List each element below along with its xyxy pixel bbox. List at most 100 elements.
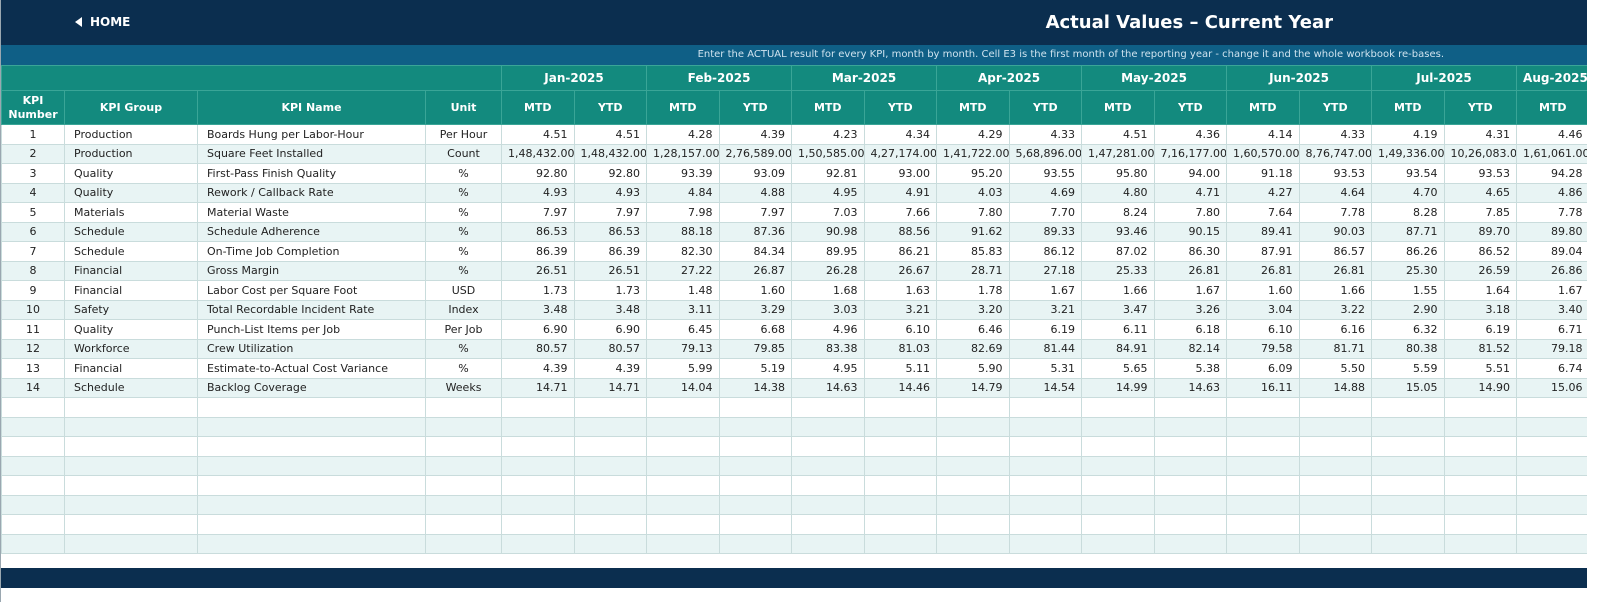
value-cell: 26.67 — [863, 260, 938, 281]
value-cell: 6.45 — [646, 319, 720, 340]
value-cell: 27.18 — [1008, 260, 1083, 281]
empty-cell — [425, 397, 502, 418]
value-cell: 4,27,174.00 — [863, 143, 938, 164]
value-cell: 14.04 — [646, 377, 720, 398]
value-cell: 14.99 — [1081, 377, 1155, 398]
data-row: 12 Workforce Crew Utilization% 80.57 80.57 79… — [1, 338, 1587, 359]
value-cell: 5.65 — [1081, 358, 1155, 379]
value-cell: 6.90 — [501, 319, 575, 340]
data-row: 4 Quality Rework / Callback Rate% 4.93 4.93 4… — [1, 182, 1587, 203]
empty-cell — [1516, 455, 1587, 476]
empty-cell — [1153, 455, 1228, 476]
sub-header: YTD — [1008, 90, 1083, 125]
value-cell: 4.88 — [718, 182, 793, 203]
value-cell: 4.84 — [646, 182, 720, 203]
value-cell: 4.65 — [1443, 182, 1518, 203]
value-cell: 1.63 — [863, 280, 938, 301]
value-cell: 79.18 — [1516, 338, 1587, 359]
value-cell: 87.91 — [1226, 241, 1300, 262]
value-cell: 26.81 — [1298, 260, 1373, 281]
cell: Financial — [64, 358, 198, 379]
empty-cell — [936, 397, 1010, 418]
value-cell: 86.53 — [501, 221, 575, 242]
home-button[interactable]: HOME — [75, 0, 130, 45]
value-cell: 89.95 — [791, 241, 865, 262]
cell: Schedule — [64, 221, 198, 242]
empty-cell — [718, 416, 793, 437]
value-cell: 7.66 — [863, 202, 938, 223]
empty-cell — [1516, 397, 1587, 418]
value-cell: 7.97 — [501, 202, 575, 223]
month-header: Feb-2025 — [646, 65, 793, 91]
value-cell: 90.15 — [1153, 221, 1228, 242]
empty-cell — [501, 475, 575, 496]
empty-cell — [573, 436, 648, 457]
cell: 8 — [1, 260, 65, 281]
value-cell: 4.03 — [936, 182, 1010, 203]
value-cell: 91.18 — [1226, 163, 1300, 184]
value-cell: 4.95 — [791, 358, 865, 379]
empty-cell — [646, 397, 720, 418]
value-cell: 5.90 — [936, 358, 1010, 379]
value-cell: 25.30 — [1371, 260, 1445, 281]
cell: Schedule — [64, 377, 198, 398]
empty-cell — [1153, 533, 1228, 554]
cell: 2 — [1, 143, 65, 164]
empty-cell — [197, 455, 426, 476]
empty-cell — [425, 514, 502, 535]
empty-cell — [1226, 455, 1300, 476]
empty-cell — [1443, 397, 1518, 418]
empty-cell — [197, 416, 426, 437]
empty-cell — [718, 475, 793, 496]
cell: 10 — [1, 299, 65, 320]
empty-cell — [1153, 494, 1228, 515]
page-title: Actual Values – Current Year — [1045, 12, 1333, 33]
cell: Workforce — [64, 338, 198, 359]
value-cell: 3.47 — [1081, 299, 1155, 320]
top-bar: HOME Actual Values – Current Year — [1, 0, 1587, 45]
value-cell: 87.36 — [718, 221, 793, 242]
empty-cell — [1443, 455, 1518, 476]
data-row: 3 Quality First-Pass Finish Quality% 92.80 9… — [1, 163, 1587, 184]
empty-cell — [1298, 475, 1373, 496]
empty-cell — [197, 494, 426, 515]
value-cell: 6.10 — [863, 319, 938, 340]
value-cell: 94.28 — [1516, 163, 1587, 184]
empty-cell — [791, 436, 865, 457]
cell: Square Feet Installed — [197, 143, 426, 164]
sub-header: MTD — [791, 90, 865, 125]
value-cell: 86.39 — [573, 241, 648, 262]
value-cell: 86.21 — [863, 241, 938, 262]
empty-cell — [1371, 533, 1445, 554]
empty-cell — [64, 533, 198, 554]
value-cell: 87.71 — [1371, 221, 1445, 242]
value-cell: 5.19 — [718, 358, 793, 379]
value-cell: 26.28 — [791, 260, 865, 281]
empty-cell — [863, 494, 938, 515]
value-cell: 92.80 — [573, 163, 648, 184]
value-cell: 4.29 — [936, 124, 1010, 145]
value-cell: 14.79 — [936, 377, 1010, 398]
value-cell: 5.50 — [1298, 358, 1373, 379]
value-cell: 5.99 — [646, 358, 720, 379]
cell: On-Time Job Completion — [197, 241, 426, 262]
month-header: Jan-2025 — [500, 65, 648, 91]
value-cell: 6.71 — [1516, 319, 1587, 340]
value-cell: 93.54 — [1371, 163, 1445, 184]
value-cell: 4.46 — [1516, 124, 1587, 145]
sub-header: MTD — [1226, 90, 1300, 125]
value-cell: 1.68 — [791, 280, 865, 301]
empty-row — [1, 455, 1587, 476]
value-cell: 81.44 — [1008, 338, 1083, 359]
value-cell: 79.58 — [1226, 338, 1300, 359]
empty-cell — [1153, 397, 1228, 418]
value-cell: 1.60 — [718, 280, 793, 301]
month-header: Jun-2025 — [1226, 65, 1373, 91]
value-cell: 87.02 — [1081, 241, 1155, 262]
value-cell: 4.23 — [791, 124, 865, 145]
value-cell: 1,61,061.00 — [1516, 143, 1587, 164]
value-cell: 1.60 — [1226, 280, 1300, 301]
value-cell: 79.85 — [718, 338, 793, 359]
empty-cell — [1516, 436, 1587, 457]
cell: Estimate-to-Actual Cost Variance — [197, 358, 426, 379]
